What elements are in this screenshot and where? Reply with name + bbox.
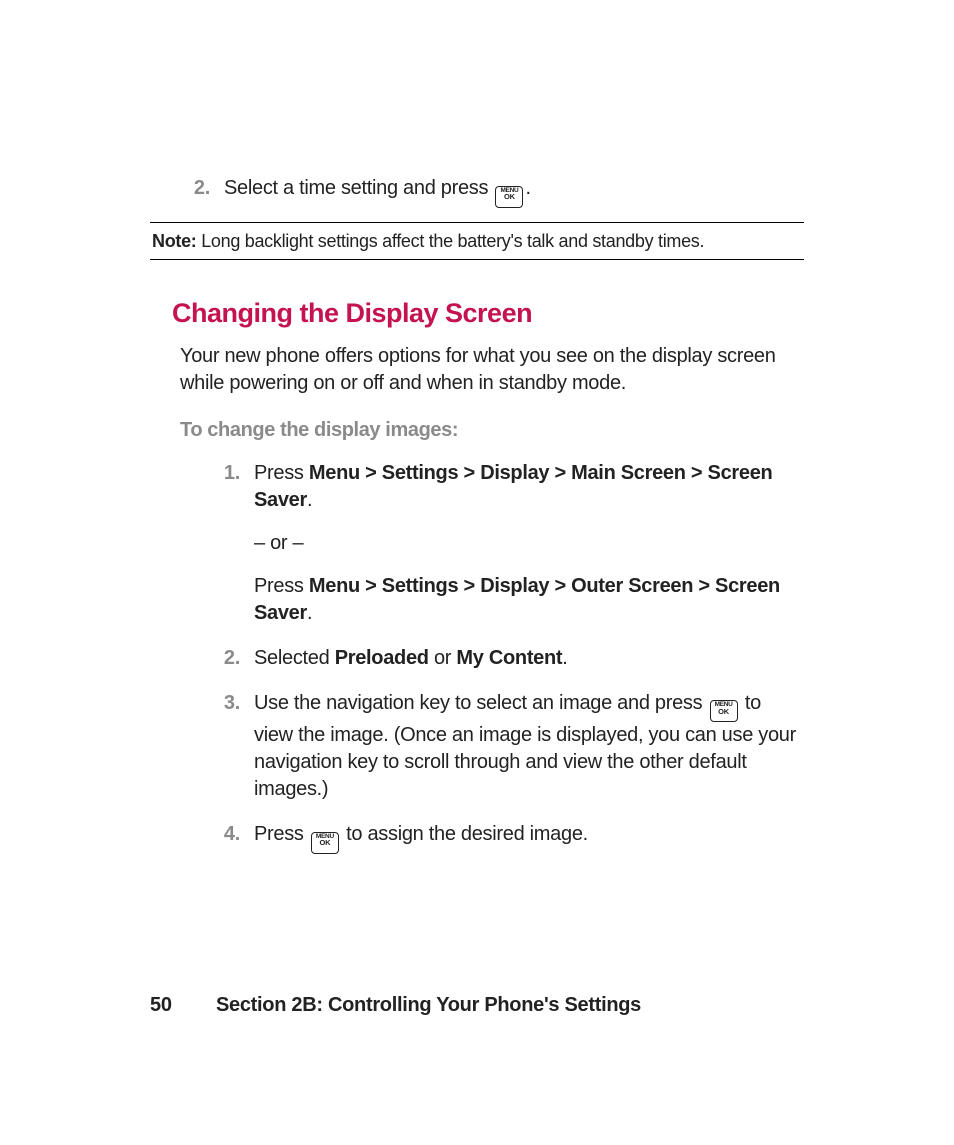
step-body: Select a time setting and press MENUOK. (224, 175, 804, 208)
list-item: 4.Press MENUOK to assign the desired ima… (180, 821, 804, 854)
note-box: Note: Long backlight settings affect the… (150, 222, 804, 260)
page-footer: 50Section 2B: Controlling Your Phone's S… (150, 994, 641, 1017)
step-body: Press MENUOK to assign the desired image… (254, 821, 804, 854)
step-number: 3. (180, 690, 254, 717)
step-text-before: Select a time setting and press (224, 177, 493, 199)
manual-page: 2. Select a time setting and press MENUO… (0, 0, 954, 1145)
step-paragraph: Selected Preloaded or My Content. (254, 645, 804, 672)
top-step-item: 2. Select a time setting and press MENUO… (150, 175, 804, 208)
bold-text: Menu > Settings > Display > Outer Screen… (254, 575, 780, 624)
bold-text: Preloaded (335, 647, 429, 669)
footer-section: Section 2B: Controlling Your Phone's Set… (216, 994, 641, 1016)
bold-text: My Content (456, 647, 562, 669)
note-text: Long backlight settings affect the batte… (197, 231, 705, 251)
sub-heading: To change the display images: (180, 419, 804, 442)
step-paragraph: Press Menu > Settings > Display > Outer … (254, 573, 804, 627)
bold-text: Menu > Settings > Display > Main Screen … (254, 462, 772, 511)
step-text-after: . (525, 177, 530, 199)
step-paragraph: Use the navigation key to select an imag… (254, 690, 804, 804)
step-paragraph: Press MENUOK to assign the desired image… (254, 821, 804, 854)
step-paragraph: Press Menu > Settings > Display > Main S… (254, 460, 804, 514)
step-body: Selected Preloaded or My Content. (254, 645, 804, 672)
list-item: 1.Press Menu > Settings > Display > Main… (180, 460, 804, 627)
step-body: Use the navigation key to select an imag… (254, 690, 804, 804)
page-number: 50 (150, 994, 216, 1017)
step-number: 4. (180, 821, 254, 848)
intro-paragraph: Your new phone offers options for what y… (180, 343, 804, 397)
list-item: 3.Use the navigation key to select an im… (180, 690, 804, 804)
step-paragraph: – or – (254, 530, 804, 557)
menu-ok-key-icon: MENUOK (311, 832, 339, 854)
list-item: 2.Selected Preloaded or My Content. (180, 645, 804, 672)
steps-list: 1.Press Menu > Settings > Display > Main… (180, 460, 804, 854)
note-label: Note: (152, 231, 197, 251)
step-number: 1. (180, 460, 254, 487)
step-number: 2. (180, 645, 254, 672)
step-body: Press Menu > Settings > Display > Main S… (254, 460, 804, 627)
step-number: 2. (150, 175, 224, 202)
section-heading: Changing the Display Screen (172, 298, 804, 329)
menu-ok-key-icon: MENUOK (710, 700, 738, 722)
menu-ok-key-icon: MENUOK (495, 186, 523, 208)
